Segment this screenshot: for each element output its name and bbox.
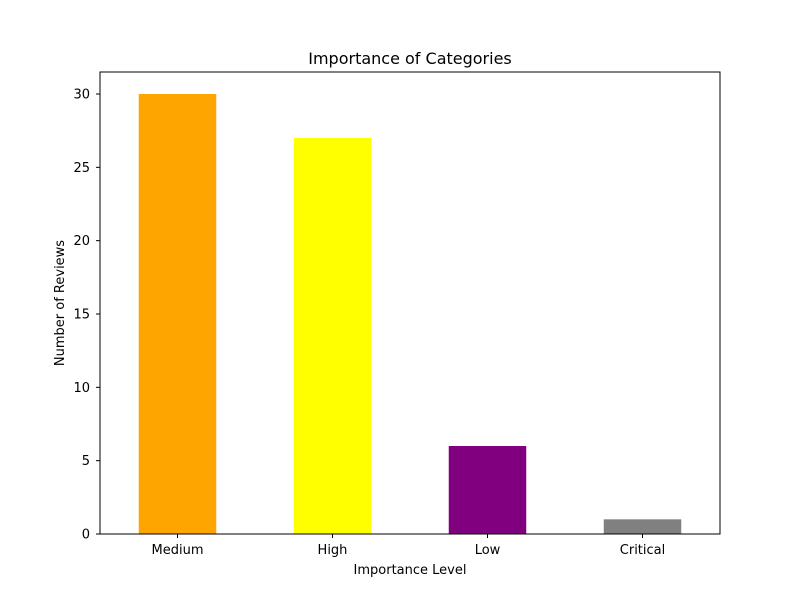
bar-low bbox=[448, 446, 527, 534]
y-axis: 0 5 10 15 20 25 30 bbox=[73, 88, 100, 543]
x-tick-label: Critical bbox=[620, 543, 665, 558]
bar-critical bbox=[603, 519, 682, 534]
y-tick-label: 25 bbox=[73, 161, 90, 176]
x-axis-label: Importance Level bbox=[354, 563, 467, 578]
y-tick-label: 20 bbox=[73, 234, 90, 249]
x-tick-label: Medium bbox=[152, 543, 204, 558]
plot-frame bbox=[99, 71, 721, 535]
y-tick-label: 15 bbox=[73, 308, 90, 323]
y-tick-label: 5 bbox=[82, 454, 90, 469]
bar-medium bbox=[138, 94, 217, 534]
y-tick-label: 30 bbox=[73, 88, 90, 103]
x-tick-label: High bbox=[318, 543, 348, 558]
y-tick-label: 10 bbox=[73, 381, 90, 396]
chart-title: Importance of Categories bbox=[308, 49, 512, 68]
bars-layer bbox=[138, 94, 682, 534]
x-axis: Medium High Low Critical bbox=[152, 534, 665, 558]
bar-high bbox=[293, 138, 372, 534]
x-tick-label: Low bbox=[475, 543, 501, 558]
y-axis-label: Number of Reviews bbox=[53, 240, 68, 366]
y-tick-label: 0 bbox=[82, 528, 90, 543]
